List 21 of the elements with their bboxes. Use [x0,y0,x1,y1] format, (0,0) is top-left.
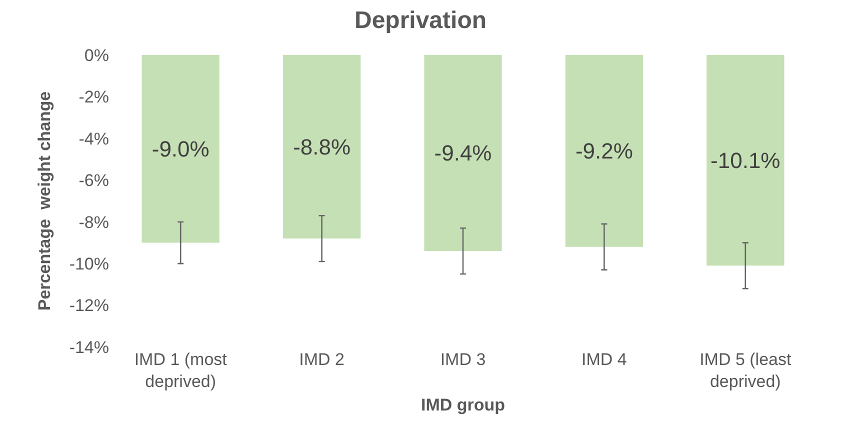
y-tick-label: -12% [69,296,109,316]
data-label: -8.8% [293,134,351,160]
data-label: -9.2% [575,138,633,164]
x-tick-label: IMD 4 [582,350,627,369]
x-tick-label: IMD 3 [440,350,486,369]
data-label: -9.0% [152,136,210,162]
x-tick-label: IMD 1 (most deprived) [134,350,228,392]
x-axis-title: IMD group [420,396,506,414]
chart-title: Deprivation [354,6,487,34]
y-tick-label: 0% [84,46,109,65]
data-label: -9.4% [434,140,492,166]
y-tick-label: -6% [78,171,109,190]
y-tick-label: -14% [69,338,109,357]
x-tick-label: IMD 5 (least deprived) [700,350,792,392]
y-tick-label: -2% [78,88,109,107]
y-tick-label: -10% [69,254,109,274]
y-tick-label: -4% [78,129,109,148]
x-tick-label: IMD 2 [299,350,344,369]
y-axis-title: Percentage weight change [34,91,54,311]
y-tick-label: -8% [78,212,109,232]
data-label: -10.1% [710,148,780,173]
